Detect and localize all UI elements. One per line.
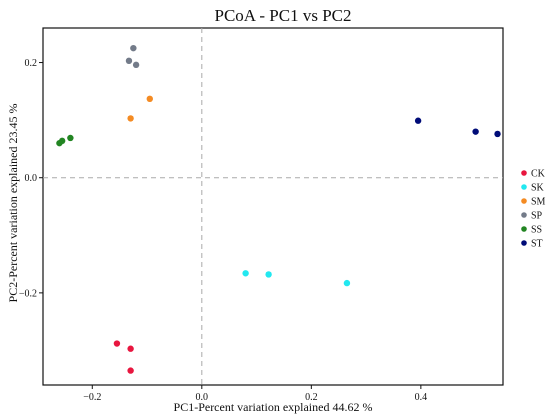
data-point-sp bbox=[125, 57, 133, 65]
y-tick-label: −0.2 bbox=[19, 288, 37, 299]
data-point-sk bbox=[343, 279, 351, 287]
legend-marker-ck bbox=[521, 170, 527, 176]
data-point-sk bbox=[265, 271, 272, 278]
legend: CK SK SM SP SS ST bbox=[521, 169, 546, 250]
data-point-sm bbox=[127, 115, 134, 122]
x-tick-label: 0.2 bbox=[305, 392, 318, 403]
legend-label-st: ST bbox=[531, 239, 543, 250]
plot-area: −0.2 0.0 0.2 0.4 −0.2 0.0 0.2 bbox=[19, 27, 504, 403]
data-point-ck bbox=[113, 340, 121, 347]
y-tick-label: 0.0 bbox=[25, 173, 38, 184]
legend-marker-sm bbox=[521, 198, 527, 204]
legend-label-ss: SS bbox=[531, 225, 542, 236]
x-tick-label: 0.4 bbox=[415, 392, 428, 403]
legend-marker-sp bbox=[521, 212, 527, 218]
data-point-ck bbox=[127, 345, 134, 352]
y-tick-label: 0.2 bbox=[25, 58, 38, 69]
data-point-ss bbox=[58, 137, 66, 145]
data-point-ss bbox=[67, 134, 74, 142]
chart-title: PCoA - PC1 vs PC2 bbox=[215, 6, 352, 25]
data-point-st bbox=[414, 117, 422, 124]
data-point-sk bbox=[242, 270, 249, 277]
legend-marker-ss bbox=[521, 226, 527, 232]
plot-frame bbox=[42, 27, 504, 386]
data-point-sm bbox=[146, 95, 153, 103]
legend-marker-st bbox=[521, 240, 527, 246]
legend-marker-sk bbox=[521, 184, 527, 190]
data-point-st bbox=[472, 128, 479, 135]
x-axis-title: PC1-Percent variation explained 44.62 % bbox=[174, 400, 373, 414]
x-tick-label: −0.2 bbox=[83, 392, 101, 403]
legend-label-ck: CK bbox=[531, 169, 546, 180]
legend-label-sk: SK bbox=[531, 183, 545, 194]
y-axis-title: PC2-Percent variation explained 23.45 % bbox=[6, 104, 20, 303]
legend-label-sm: SM bbox=[531, 197, 546, 208]
data-point-sp bbox=[132, 61, 140, 69]
data-point-ck bbox=[127, 367, 134, 374]
x-tick-label: 0.0 bbox=[196, 392, 209, 403]
legend-label-sp: SP bbox=[531, 211, 543, 222]
data-point-sp bbox=[130, 44, 137, 52]
data-point-st bbox=[494, 130, 501, 138]
